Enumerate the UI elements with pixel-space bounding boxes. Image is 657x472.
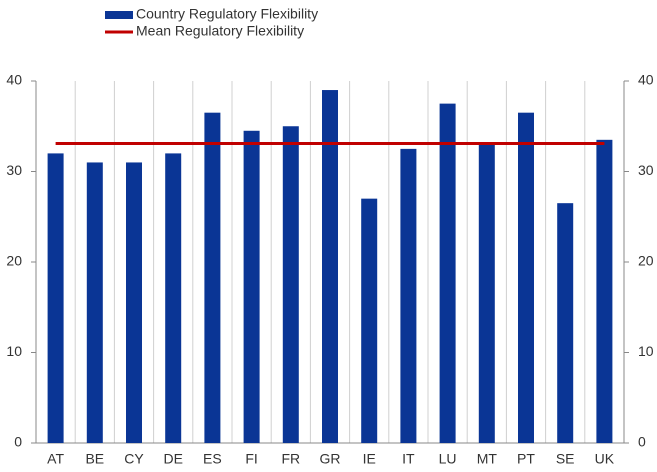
bar xyxy=(596,139,613,443)
x-tick-label: FR xyxy=(281,451,300,467)
bar xyxy=(439,103,456,443)
y-tick-label: 10 xyxy=(6,343,22,359)
y-tick-label: 30 xyxy=(6,162,22,178)
y-tick-label: 40 xyxy=(6,72,22,88)
x-tick-label: PT xyxy=(517,451,535,467)
x-tick-label: FI xyxy=(245,451,257,467)
bar xyxy=(282,126,299,443)
bar xyxy=(478,144,495,443)
y-tick-label: 20 xyxy=(6,253,22,269)
x-tick-label: CY xyxy=(124,451,144,467)
x-tick-label: IT xyxy=(402,451,415,467)
bar xyxy=(557,203,574,443)
bar xyxy=(204,112,221,444)
bar xyxy=(518,112,534,444)
y2-tick-label: 20 xyxy=(638,253,654,269)
bar xyxy=(47,153,64,443)
x-tick-label: ES xyxy=(203,451,222,467)
x-tick-label: IE xyxy=(363,451,376,467)
x-tick-label: UK xyxy=(595,451,615,467)
y-tick-label: 0 xyxy=(14,434,22,450)
legend-swatch xyxy=(105,11,133,19)
x-tick-label: AT xyxy=(47,451,64,467)
bar xyxy=(86,162,103,443)
bar xyxy=(400,148,417,443)
bar xyxy=(126,162,142,443)
bar xyxy=(361,198,378,443)
x-tick-label: MT xyxy=(477,451,498,467)
bar xyxy=(243,130,260,443)
x-tick-label: DE xyxy=(163,451,182,467)
y2-tick-label: 30 xyxy=(638,162,654,178)
bar xyxy=(322,90,338,444)
x-tick-label: SE xyxy=(556,451,575,467)
x-tick-label: GR xyxy=(320,451,341,467)
legend-label: Mean Regulatory Flexibility xyxy=(136,23,304,39)
x-tick-label: LU xyxy=(439,451,457,467)
y2-tick-label: 40 xyxy=(638,72,654,88)
y2-tick-label: 0 xyxy=(638,434,646,450)
x-tick-label: BE xyxy=(85,451,104,467)
bar xyxy=(165,153,182,443)
legend-label: Country Regulatory Flexibility xyxy=(136,6,318,22)
y2-tick-label: 10 xyxy=(638,343,654,359)
